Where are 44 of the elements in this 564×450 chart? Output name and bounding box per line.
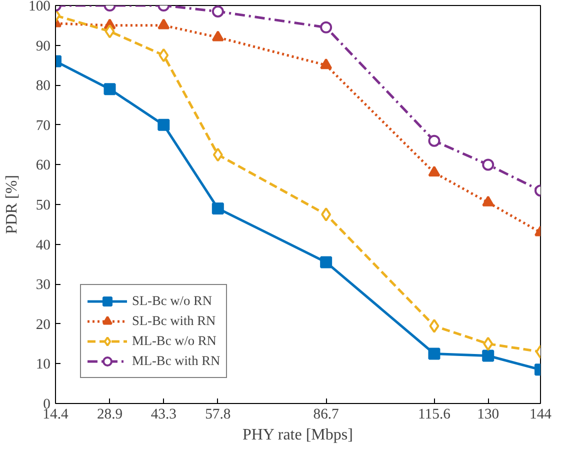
- point: [482, 158, 494, 171]
- y-tick-label: 90: [36, 38, 50, 54]
- y-tick-label: 50: [36, 198, 50, 214]
- point: [482, 350, 494, 362]
- point: [158, 48, 169, 62]
- point: [212, 148, 223, 162]
- point: [104, 83, 116, 96]
- y-tick-label: 80: [36, 78, 50, 94]
- y-tick-label: 40: [36, 237, 50, 254]
- point: [320, 58, 332, 70]
- legend-label: SL-Bc w/o RN: [132, 293, 212, 309]
- point: [320, 256, 332, 268]
- point: [212, 6, 224, 18]
- point: [428, 134, 440, 147]
- point: [158, 118, 170, 131]
- y-axis-title: PDR [%]: [4, 174, 21, 234]
- point: [158, 18, 170, 30]
- point: [212, 202, 224, 214]
- point: [428, 166, 440, 177]
- legend-label: SL-Bc with RN: [132, 313, 216, 329]
- x-tick-label: 144: [530, 406, 552, 422]
- point: [104, 24, 115, 38]
- x-tick-label: 28.9: [96, 406, 123, 422]
- x-tick-label: 115.6: [418, 406, 450, 422]
- legend-label: ML-Bc with RN: [132, 353, 220, 369]
- point: [429, 318, 440, 333]
- x-tick-label: 43.3: [150, 406, 176, 422]
- y-tick-label: 30: [36, 277, 50, 294]
- x-tick-label: 130: [477, 406, 500, 422]
- point: [483, 336, 494, 351]
- x-tick-label: 57.8: [205, 406, 231, 422]
- y-tick-label: 20: [36, 316, 50, 333]
- x-tick-label: 86.7: [313, 406, 339, 422]
- y-tick-label: 10: [36, 356, 50, 373]
- legend-label: ML-Bc w/o RN: [132, 333, 216, 349]
- y-tick-label: 100: [28, 0, 50, 14]
- point: [212, 30, 224, 42]
- y-tick-label: 70: [36, 118, 50, 134]
- point: [482, 196, 494, 206]
- point: [321, 207, 332, 222]
- point: [320, 21, 332, 34]
- point: [428, 348, 440, 360]
- x-axis-title: PHY rate [Mbps]: [242, 426, 353, 444]
- y-tick-label: 60: [36, 158, 50, 174]
